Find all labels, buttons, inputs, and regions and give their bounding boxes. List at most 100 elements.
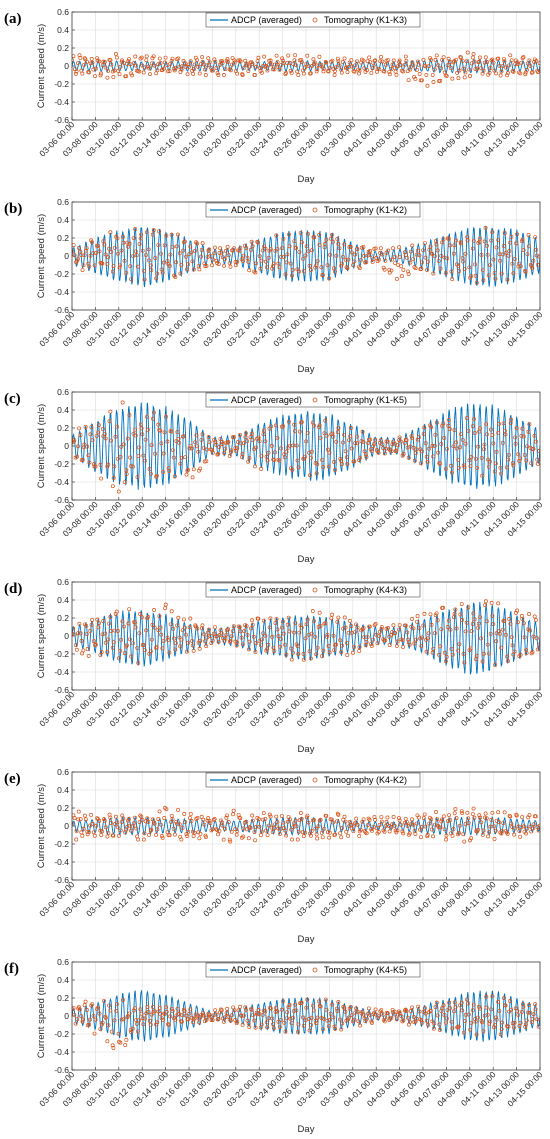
tomography-marker	[226, 820, 231, 824]
tomography-marker	[75, 258, 80, 263]
tomography-marker	[434, 611, 439, 616]
tomography-marker	[251, 634, 256, 639]
tomography-marker	[212, 251, 217, 256]
legend: ADCP (averaged) Tomography (K4-K5)	[205, 962, 421, 978]
tomography-marker	[192, 67, 196, 72]
tomography-marker	[219, 631, 224, 636]
tomography-marker	[366, 1006, 371, 1011]
legend-tomography-label: Tomography (K1-K5)	[324, 395, 407, 405]
tomography-marker	[173, 65, 178, 70]
tomography-marker	[319, 1016, 324, 1021]
tomography-marker	[339, 263, 344, 268]
tomography-marker	[269, 443, 274, 448]
tomography-marker	[523, 1024, 528, 1029]
tomography-marker	[183, 820, 188, 824]
tomography-marker	[208, 634, 213, 639]
tomography-marker	[454, 238, 459, 243]
tomography-marker	[155, 271, 160, 276]
tomography-marker	[345, 70, 350, 75]
tomography-marker	[143, 819, 148, 824]
tomography-marker	[340, 826, 345, 831]
tomography-marker	[275, 435, 280, 440]
tomography-marker	[336, 59, 341, 64]
tomography-marker	[478, 426, 482, 431]
tomography-marker	[494, 449, 499, 454]
tomography-marker	[266, 823, 271, 828]
tomography-marker	[429, 622, 434, 627]
tomography-marker	[385, 439, 390, 444]
tomography-marker	[247, 825, 252, 830]
tomography-marker	[479, 455, 484, 460]
tomography-marker	[537, 61, 540, 66]
tomography-marker	[120, 619, 125, 624]
tomography-marker	[103, 252, 108, 257]
tomography-marker	[308, 268, 313, 273]
tomography-marker	[431, 1026, 436, 1031]
tomography-marker	[361, 440, 366, 444]
tomography-marker	[217, 828, 222, 833]
legend-adcp-label: ADCP (averaged)	[231, 205, 302, 215]
tomography-marker	[399, 274, 404, 279]
tomography-marker	[133, 625, 138, 630]
tomography-marker	[450, 833, 455, 838]
tomography-marker	[392, 254, 397, 259]
tomography-marker	[279, 625, 284, 630]
tomography-marker	[309, 833, 313, 838]
tomography-marker	[229, 634, 234, 639]
tomography-marker	[482, 447, 486, 452]
plot-frame	[71, 11, 541, 121]
tomography-marker	[492, 68, 497, 73]
tomography-marker	[192, 830, 197, 835]
tomography-marker	[173, 641, 178, 646]
tomography-marker	[377, 822, 382, 827]
tomography-marker	[137, 631, 142, 636]
tomography-marker	[139, 1011, 144, 1016]
tomography-marker	[527, 58, 532, 63]
tomography-marker	[373, 246, 378, 251]
tomography-marker	[192, 62, 197, 67]
legend-tomography-swatch	[312, 397, 318, 403]
tomography-marker	[456, 465, 461, 470]
tomography-marker	[111, 640, 116, 645]
tomography-marker	[406, 640, 411, 645]
tomography-marker	[428, 612, 433, 617]
tomography-marker	[83, 248, 88, 253]
tomography-marker	[389, 67, 394, 71]
tomography-marker	[323, 418, 328, 423]
tomography-marker	[299, 625, 304, 630]
tomography-marker	[490, 994, 495, 999]
tomography-marker	[274, 233, 279, 238]
tomography-marker	[333, 643, 338, 648]
tomography-marker	[342, 1006, 347, 1010]
tomography-marker	[307, 263, 312, 268]
tomography-marker	[379, 55, 383, 59]
tomography-marker	[330, 58, 335, 63]
tomography-marker	[367, 624, 372, 629]
tomography-marker	[254, 445, 259, 450]
tomography-marker	[510, 643, 515, 648]
tomography-marker	[404, 820, 409, 825]
tomography-marker	[279, 814, 284, 818]
tomography-marker	[331, 434, 336, 439]
tomography-marker	[519, 433, 524, 438]
tomography-marker	[202, 822, 207, 827]
tomography-marker	[111, 75, 116, 79]
tomography-marker	[244, 1007, 248, 1012]
tomography-marker	[188, 616, 193, 621]
tomography-marker	[329, 236, 334, 241]
tomography-marker	[224, 1011, 229, 1016]
tomography-marker	[439, 253, 444, 258]
tomography-marker	[217, 250, 222, 255]
legend-tomography-label: Tomography (K1-K3)	[324, 15, 407, 25]
tomography-marker	[193, 440, 198, 445]
tomography-marker	[218, 246, 223, 251]
tomography-marker	[236, 58, 241, 63]
tomography-marker	[275, 820, 280, 824]
tomography-marker	[205, 818, 210, 823]
tomography-marker	[96, 1005, 101, 1010]
y-tick-label: 0.6	[57, 387, 69, 397]
tomography-marker	[103, 1015, 108, 1020]
tomography-marker	[294, 824, 299, 829]
tomography-marker	[318, 435, 323, 440]
tomography-marker	[129, 277, 134, 282]
